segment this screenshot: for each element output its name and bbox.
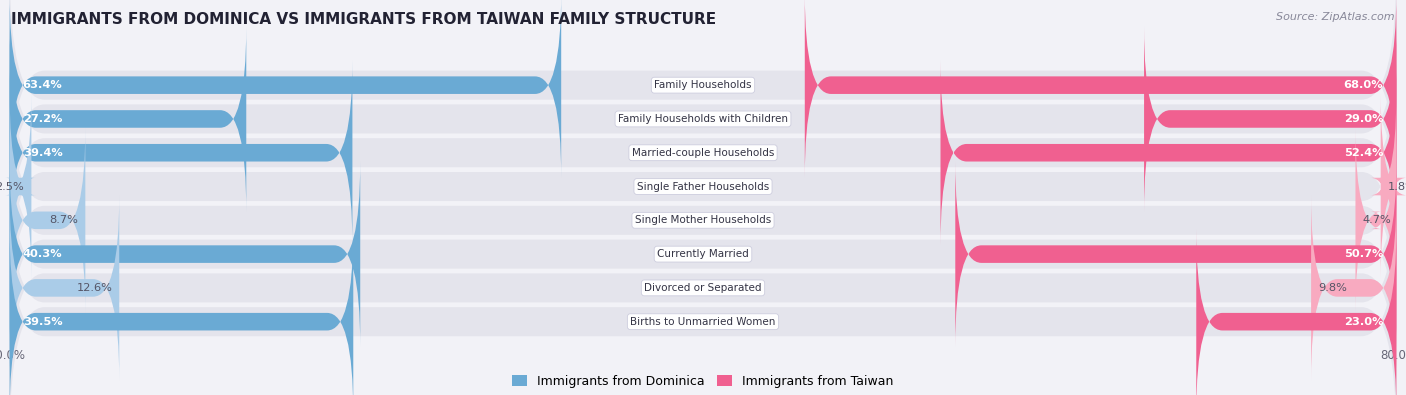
Text: 8.7%: 8.7%	[49, 215, 79, 225]
Text: 68.0%: 68.0%	[1344, 80, 1384, 90]
FancyBboxPatch shape	[955, 162, 1396, 347]
FancyBboxPatch shape	[10, 201, 1396, 395]
FancyBboxPatch shape	[1197, 229, 1396, 395]
Text: 50.7%: 50.7%	[1344, 249, 1384, 259]
Text: 4.7%: 4.7%	[1362, 215, 1391, 225]
Text: 52.4%: 52.4%	[1344, 148, 1384, 158]
Text: 39.5%: 39.5%	[22, 317, 62, 327]
FancyBboxPatch shape	[1371, 94, 1406, 279]
FancyBboxPatch shape	[10, 229, 353, 395]
FancyBboxPatch shape	[10, 195, 120, 380]
FancyBboxPatch shape	[10, 0, 1396, 240]
FancyBboxPatch shape	[10, 162, 360, 347]
Text: Source: ZipAtlas.com: Source: ZipAtlas.com	[1277, 12, 1395, 22]
FancyBboxPatch shape	[10, 167, 1396, 395]
Legend: Immigrants from Dominica, Immigrants from Taiwan: Immigrants from Dominica, Immigrants fro…	[512, 375, 894, 388]
Text: 12.6%: 12.6%	[76, 283, 112, 293]
FancyBboxPatch shape	[1355, 128, 1396, 313]
Text: 1.8%: 1.8%	[1388, 182, 1406, 192]
Text: 2.5%: 2.5%	[0, 182, 24, 192]
FancyBboxPatch shape	[10, 26, 246, 212]
FancyBboxPatch shape	[10, 0, 1396, 206]
Text: Births to Unmarried Women: Births to Unmarried Women	[630, 317, 776, 327]
Text: 27.2%: 27.2%	[22, 114, 62, 124]
Text: 39.4%: 39.4%	[22, 148, 62, 158]
FancyBboxPatch shape	[10, 0, 561, 178]
FancyBboxPatch shape	[1144, 26, 1396, 212]
FancyBboxPatch shape	[10, 100, 1396, 341]
Text: Family Households: Family Households	[654, 80, 752, 90]
Text: Currently Married: Currently Married	[657, 249, 749, 259]
FancyBboxPatch shape	[10, 134, 1396, 375]
Text: 23.0%: 23.0%	[1344, 317, 1384, 327]
FancyBboxPatch shape	[1312, 195, 1396, 380]
FancyBboxPatch shape	[10, 128, 86, 313]
Text: 9.8%: 9.8%	[1317, 283, 1347, 293]
FancyBboxPatch shape	[804, 0, 1396, 178]
Text: Family Households with Children: Family Households with Children	[619, 114, 787, 124]
FancyBboxPatch shape	[941, 60, 1396, 245]
Text: Single Father Households: Single Father Households	[637, 182, 769, 192]
Text: Single Mother Households: Single Mother Households	[636, 215, 770, 225]
Text: 63.4%: 63.4%	[22, 80, 62, 90]
FancyBboxPatch shape	[10, 60, 353, 245]
Text: Married-couple Households: Married-couple Households	[631, 148, 775, 158]
Text: IMMIGRANTS FROM DOMINICA VS IMMIGRANTS FROM TAIWAN FAMILY STRUCTURE: IMMIGRANTS FROM DOMINICA VS IMMIGRANTS F…	[11, 12, 717, 27]
Text: 40.3%: 40.3%	[22, 249, 62, 259]
FancyBboxPatch shape	[6, 94, 35, 279]
Text: 29.0%: 29.0%	[1344, 114, 1384, 124]
Text: Divorced or Separated: Divorced or Separated	[644, 283, 762, 293]
FancyBboxPatch shape	[10, 32, 1396, 273]
FancyBboxPatch shape	[10, 66, 1396, 307]
